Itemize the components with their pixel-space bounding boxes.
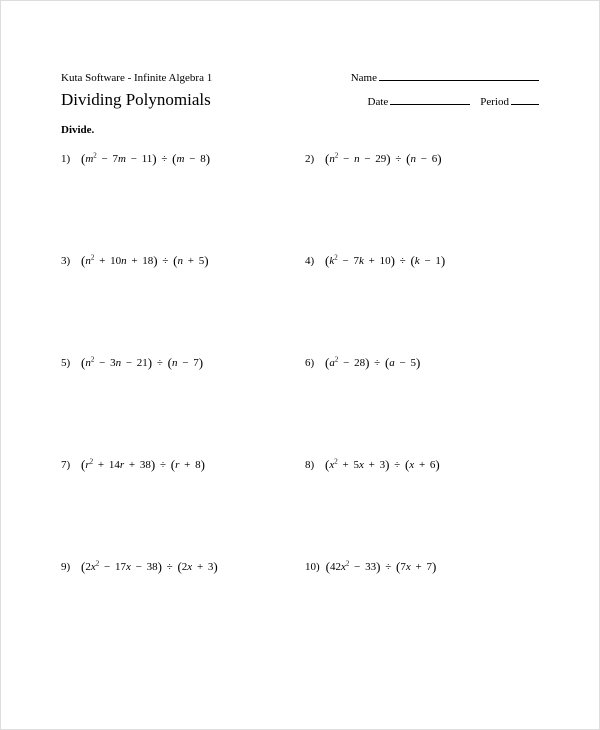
problem-number: 6) (305, 357, 319, 369)
problem-number: 2) (305, 153, 319, 165)
name-blank-line[interactable] (379, 71, 539, 81)
header-row-1: Kuta Software - Infinite Algebra 1 Name (61, 71, 539, 84)
problem-number: 7) (61, 459, 75, 471)
problem-expression: (42x2 − 33) ÷ (7x + 7) (326, 558, 437, 574)
problem-expression: (n2 − n − 29) ÷ (n − 6) (325, 150, 442, 166)
period-label: Period (480, 96, 509, 108)
problem-number: 9) (61, 561, 75, 573)
problem-5: 5) (n2 − 3n − 21) ÷ (n − 7) (61, 354, 295, 370)
problem-expression: (m2 − 7m − 11) ÷ (m − 8) (81, 150, 210, 166)
problem-4: 4) (k2 − 7k + 10) ÷ (k − 1) (305, 252, 539, 268)
problem-expression: (x2 + 5x + 3) ÷ (x + 6) (325, 456, 440, 472)
date-label: Date (368, 96, 389, 108)
problem-number: 10) (305, 561, 320, 573)
problem-number: 5) (61, 357, 75, 369)
name-label: Name (351, 72, 377, 84)
problems-grid: 1) (m2 − 7m − 11) ÷ (m − 8) 2) (n2 − n −… (61, 150, 539, 574)
software-name: Kuta Software - Infinite Algebra 1 (61, 72, 212, 84)
problem-number: 3) (61, 255, 75, 267)
problem-10: 10) (42x2 − 33) ÷ (7x + 7) (305, 558, 539, 574)
worksheet-page: Kuta Software - Infinite Algebra 1 Name … (1, 1, 599, 614)
problem-9: 9) (2x2 − 17x − 38) ÷ (2x + 3) (61, 558, 295, 574)
date-period-field: Date Period (368, 95, 540, 108)
name-field: Name (351, 71, 539, 84)
problem-number: 1) (61, 153, 75, 165)
period-blank-line[interactable] (511, 95, 539, 105)
worksheet-title: Dividing Polynomials (61, 90, 211, 110)
instruction: Divide. (61, 124, 539, 136)
problem-number: 8) (305, 459, 319, 471)
problem-expression: (n2 + 10n + 18) ÷ (n + 5) (81, 252, 209, 268)
problem-expression: (2x2 − 17x − 38) ÷ (2x + 3) (81, 558, 218, 574)
date-blank-line[interactable] (390, 95, 470, 105)
problem-8: 8) (x2 + 5x + 3) ÷ (x + 6) (305, 456, 539, 472)
problem-3: 3) (n2 + 10n + 18) ÷ (n + 5) (61, 252, 295, 268)
problem-7: 7) (r2 + 14r + 38) ÷ (r + 8) (61, 456, 295, 472)
problem-1: 1) (m2 − 7m − 11) ÷ (m − 8) (61, 150, 295, 166)
problem-expression: (r2 + 14r + 38) ÷ (r + 8) (81, 456, 205, 472)
header-row-2: Dividing Polynomials Date Period (61, 90, 539, 110)
problem-expression: (a2 − 28) ÷ (a − 5) (325, 354, 420, 370)
problem-expression: (k2 − 7k + 10) ÷ (k − 1) (325, 252, 445, 268)
problem-2: 2) (n2 − n − 29) ÷ (n − 6) (305, 150, 539, 166)
problem-6: 6) (a2 − 28) ÷ (a − 5) (305, 354, 539, 370)
problem-expression: (n2 − 3n − 21) ÷ (n − 7) (81, 354, 203, 370)
problem-number: 4) (305, 255, 319, 267)
